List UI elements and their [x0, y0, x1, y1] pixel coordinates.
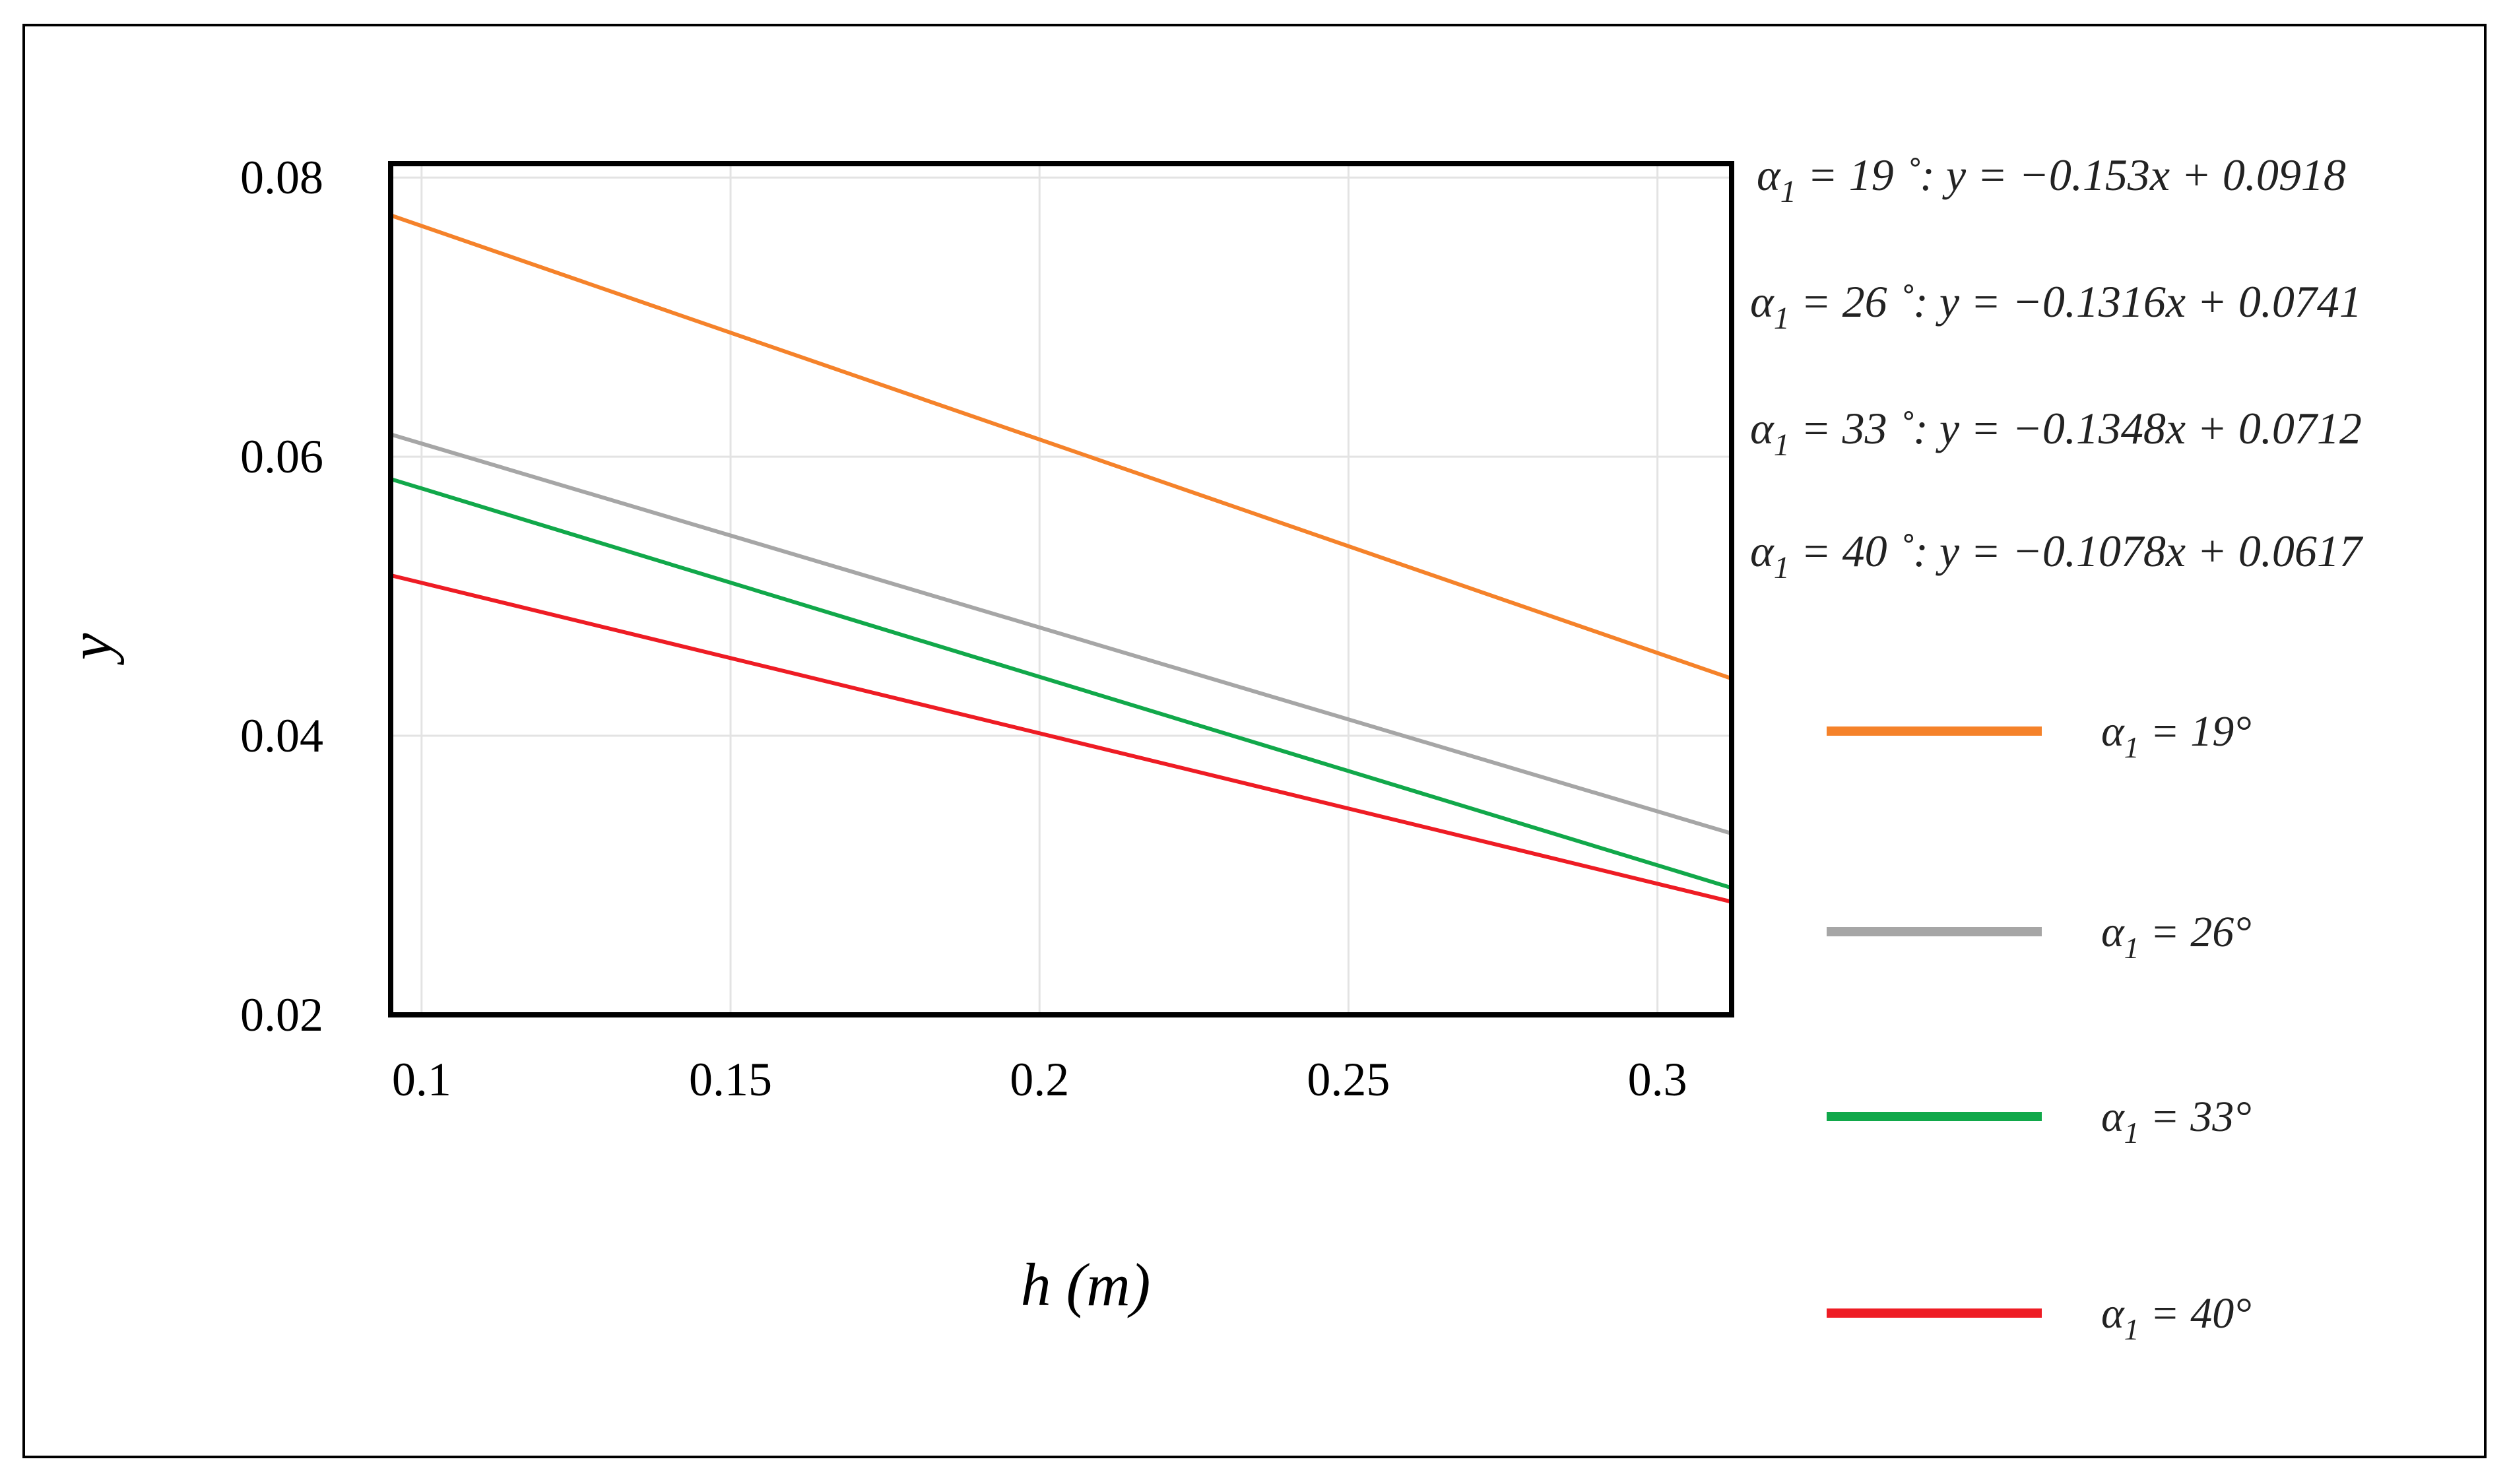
y-tick-label: 0.08	[240, 151, 323, 204]
trendline-equation-4: α1 = 40 ˚: y = −0.1078x + 0.0617	[1750, 526, 2364, 585]
x-axis-title: h (m)	[1021, 1251, 1151, 1318]
series-lines	[390, 213, 1732, 904]
trendline-equations: α1 = 19 ˚: y = −0.153x + 0.0918 α1 = 26 ˚…	[1750, 150, 2364, 585]
x-tick-labels: 0.1 0.15 0.2 0.25 0.3	[392, 1053, 1687, 1106]
y-tick-label: 0.06	[240, 430, 323, 483]
series-line-2	[390, 432, 1732, 835]
y-tick-label: 0.02	[240, 988, 323, 1041]
legend-label-2: α1 = 26°	[2101, 908, 2252, 965]
legend-label-3: α1 = 33°	[2101, 1093, 2252, 1149]
series-line-4	[390, 573, 1732, 904]
plot-area	[388, 161, 1734, 1017]
series-line-1	[390, 213, 1732, 681]
x-tick-label: 0.25	[1307, 1053, 1390, 1106]
trendline-equation-1: α1 = 19 ˚: y = −0.153x + 0.0918	[1757, 150, 2346, 209]
x-tick-label: 0.3	[1628, 1053, 1687, 1106]
trendline-equation-3: α1 = 33 ˚: y = −0.1348x + 0.0712	[1750, 403, 2362, 463]
y-tick-label: 0.04	[240, 709, 323, 762]
legend-label-4: α1 = 40°	[2101, 1289, 2252, 1346]
x-tick-label: 0.1	[392, 1053, 451, 1106]
x-tick-label: 0.2	[1010, 1053, 1069, 1106]
x-tick-label: 0.15	[689, 1053, 772, 1106]
legend-label-1: α1 = 19°	[2101, 707, 2252, 764]
y-axis-title: y	[57, 633, 124, 665]
legend: α1 = 19° α1 = 26° α1 = 33° α1 = 40°	[1827, 707, 2252, 1346]
series-line-3	[390, 477, 1732, 890]
trendline-equation-2: α1 = 26 ˚: y = −0.1316x + 0.0741	[1750, 276, 2362, 336]
y-tick-labels: 0.02 0.04 0.06 0.08	[240, 151, 323, 1041]
